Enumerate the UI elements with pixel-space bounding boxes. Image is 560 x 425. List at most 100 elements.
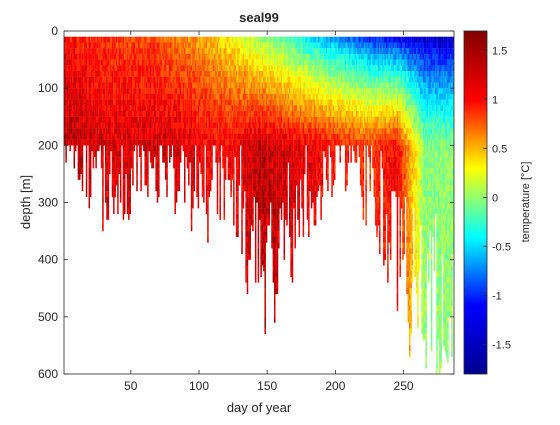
heatmap-cell [269,88,272,95]
heatmap-cell [245,276,247,283]
heatmap-cell [209,111,212,117]
heatmap-cell [119,168,122,175]
heatmap-cell [212,42,215,49]
heatmap-cell [230,36,232,43]
heatmap-cell [224,168,227,175]
heatmap-cell [137,93,140,100]
heatmap-cell [174,116,176,123]
heatmap-cell [291,88,294,95]
heatmap-cell [252,202,254,209]
heatmap-cell [226,53,228,60]
heatmap-cell [298,173,301,180]
heatmap-cell [227,105,230,112]
heatmap-cell [114,156,116,163]
heatmap-cell [77,145,80,152]
heatmap-cell [189,93,191,100]
heatmap-cell [222,145,224,152]
heatmap-cell [211,133,213,140]
heatmap-cell [200,116,202,123]
heatmap-cell [224,71,227,77]
heatmap-cell [212,133,215,140]
heatmap-cell [275,133,277,140]
heatmap-cell [239,99,242,106]
heatmap-cell [143,59,145,66]
heatmap-cell [83,122,85,129]
heatmap-cell [295,111,298,117]
heatmap-cell [154,122,156,129]
heatmap-cell [256,53,258,60]
heatmap-cell [193,65,196,72]
heatmap-cell [234,65,236,72]
heatmap-cell [249,151,251,157]
heatmap-cell [282,99,284,106]
heatmap-cell [122,53,125,60]
heatmap-cell [98,53,100,60]
heatmap-cell [309,99,311,106]
heatmap-cell [73,36,76,43]
heatmap-cell [290,42,292,49]
heatmap-cell [284,48,287,55]
heatmap-cell [257,185,260,192]
heatmap-cell [110,88,112,95]
heatmap-cell [275,116,277,123]
heatmap-cell [94,133,96,140]
heatmap-cell [272,179,275,186]
heatmap-cell [308,208,310,215]
heatmap-cell [252,225,254,232]
heatmap-cell [199,93,201,100]
heatmap-cell [100,111,103,117]
heatmap-cell [79,71,81,77]
heatmap-cell [125,59,127,66]
heatmap-cell [274,105,276,112]
heatmap-cell [263,156,265,163]
heatmap-cell [200,53,202,60]
heatmap-cell [88,116,91,123]
heatmap-cell [298,191,301,197]
heatmap-cell [220,105,223,112]
heatmap-cell [229,173,231,180]
heatmap-cell [113,36,115,43]
heatmap-cell [74,105,77,112]
heatmap-cell [197,116,200,123]
heatmap-cell [196,168,198,175]
heatmap-cell [193,99,196,106]
heatmap-cell [309,173,311,180]
heatmap-cell [282,59,284,66]
heatmap-cell [252,156,254,163]
heatmap-cell [279,191,281,197]
heatmap-cell [264,213,266,220]
heatmap-cell [158,111,160,117]
heatmap-cell [73,82,76,89]
heatmap-cell [151,128,153,135]
heatmap-cell [289,93,291,100]
heatmap-cell [117,71,119,77]
heatmap-cell [151,105,153,112]
heatmap-cell [177,145,179,152]
heatmap-cell [289,105,291,112]
heatmap-cell [260,105,262,112]
heatmap-cell [223,59,226,66]
heatmap-cell [203,139,205,146]
heatmap-cell [308,128,310,135]
heatmap-cell [125,168,127,175]
heatmap-cell [274,225,276,232]
heatmap-cell [129,82,131,89]
heatmap-cell [109,139,111,146]
heatmap-cell [125,53,127,60]
heatmap-cell [144,111,146,117]
heatmap-cell [304,168,306,175]
heatmap-cell [152,145,155,152]
heatmap-cell [99,105,101,112]
heatmap-cell [222,99,224,106]
heatmap-cell [239,42,242,49]
heatmap-cell [141,105,144,112]
heatmap-cell [115,71,118,77]
heatmap-cell [88,48,91,55]
heatmap-cell [73,99,76,106]
heatmap-cell [295,99,298,106]
heatmap-cell [118,128,121,135]
heatmap-cell [128,99,130,106]
heatmap-cell [94,53,96,60]
heatmap-cell [291,151,294,157]
heatmap-cell [254,88,257,95]
